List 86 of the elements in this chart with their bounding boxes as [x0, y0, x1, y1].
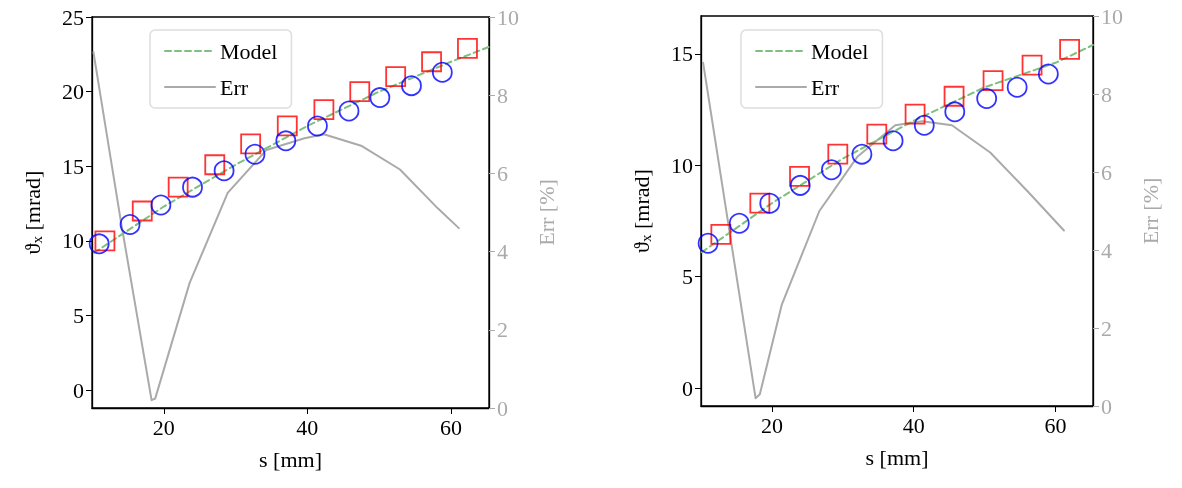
y-tick-label: 5 — [682, 264, 693, 290]
point — [182, 176, 203, 198]
point — [275, 130, 297, 152]
point — [976, 88, 998, 109]
point — [851, 143, 873, 165]
y2-tick-label: 2 — [497, 317, 508, 343]
y2-axis-title: Err [%] — [533, 179, 559, 246]
point — [369, 87, 391, 108]
point — [244, 143, 266, 165]
x-tick-label: 60 — [439, 414, 462, 440]
x-tick-label: 40 — [296, 414, 319, 440]
point — [204, 154, 226, 176]
line-series — [700, 43, 1094, 254]
point — [944, 101, 966, 123]
point — [913, 114, 935, 136]
x-axis-title: s [mm] — [259, 446, 322, 472]
point — [866, 123, 888, 145]
y2-tick-label: 10 — [497, 4, 519, 30]
point — [789, 166, 810, 187]
point — [88, 233, 110, 255]
y2-tick-label: 8 — [1101, 81, 1112, 107]
y-tick-label: 10 — [62, 228, 84, 254]
point — [821, 159, 842, 181]
point — [1021, 54, 1043, 76]
point — [759, 192, 781, 214]
x-tick-label: 20 — [152, 414, 175, 440]
point — [313, 99, 335, 120]
x-axis-title: s [mm] — [865, 444, 929, 470]
point — [728, 212, 750, 234]
y-tick-label: 10 — [671, 152, 693, 178]
y2-tick-label: 4 — [497, 239, 508, 265]
legend-label: Model — [220, 38, 278, 64]
point — [710, 224, 732, 245]
y-axis-title: ϑx [mrad] — [629, 169, 654, 253]
y2-tick-label: 10 — [1101, 3, 1123, 29]
point — [421, 51, 442, 73]
line-series — [93, 45, 490, 254]
y-tick-label: 15 — [671, 41, 693, 67]
point — [789, 174, 811, 196]
point — [1059, 39, 1081, 60]
point — [167, 176, 189, 198]
point — [307, 115, 328, 137]
legend-label: Model — [811, 38, 869, 64]
point — [904, 103, 926, 125]
y-tick-label: 20 — [62, 79, 84, 105]
x-tick-label: 20 — [760, 412, 783, 438]
y-tick-label: 5 — [73, 302, 84, 328]
point — [982, 70, 1004, 92]
point — [697, 232, 719, 254]
y-tick-label: 15 — [62, 153, 84, 179]
point — [150, 194, 172, 216]
x-tick-label: 60 — [1044, 412, 1067, 438]
point — [401, 75, 422, 97]
point — [457, 37, 478, 59]
y2-axis-title: Err [%] — [1137, 177, 1163, 245]
y-tick-label: 0 — [682, 375, 693, 401]
point — [213, 160, 235, 182]
legend-label: Err — [811, 74, 840, 100]
y2-tick-label: 2 — [1101, 315, 1112, 341]
point — [94, 230, 116, 252]
point — [1006, 76, 1028, 98]
point — [349, 81, 371, 103]
point — [338, 100, 360, 122]
point — [385, 66, 407, 88]
point — [276, 115, 298, 137]
point — [431, 61, 453, 83]
point — [1037, 63, 1059, 85]
y2-tick-label: 6 — [497, 160, 508, 186]
point — [882, 130, 904, 152]
point — [827, 143, 849, 165]
y-axis-title: ϑx [mrad] — [20, 170, 45, 255]
y2-tick-label: 4 — [1101, 237, 1112, 263]
point — [131, 200, 153, 222]
point — [119, 214, 141, 235]
y2-tick-label: 8 — [497, 82, 508, 108]
point — [240, 133, 262, 155]
y2-tick-label: 0 — [1101, 393, 1112, 419]
y-tick-label: 25 — [62, 4, 84, 30]
legend-label: Err — [220, 74, 249, 100]
y2-tick-label: 6 — [1101, 159, 1112, 185]
point — [749, 192, 771, 214]
x-tick-label: 40 — [902, 412, 925, 438]
y2-tick-label: 0 — [497, 395, 508, 421]
y-tick-label: 0 — [73, 377, 84, 403]
line-series — [702, 61, 1065, 400]
point — [943, 85, 965, 107]
